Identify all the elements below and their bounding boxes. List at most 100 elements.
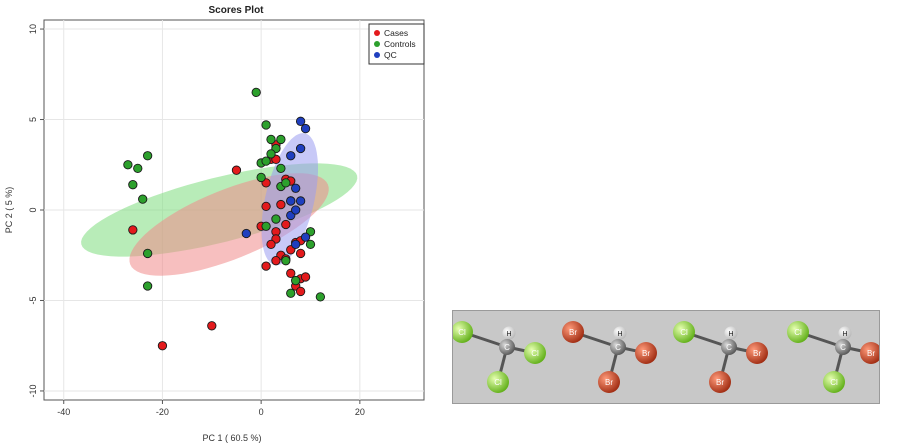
- point-controls: [261, 221, 271, 231]
- x-tick-label: 20: [355, 407, 365, 417]
- atom-c: C: [610, 339, 626, 355]
- atom-label: Br: [569, 328, 577, 337]
- atom-label: Br: [642, 349, 650, 358]
- atom-label: C: [504, 343, 510, 352]
- point-controls: [138, 194, 148, 204]
- atom-br: Br: [746, 342, 768, 364]
- atom-sphere: [709, 371, 731, 393]
- atom-sphere: [823, 371, 845, 393]
- molecule-4: Cl H Br Cl C: [787, 321, 882, 393]
- atom-sphere: [787, 321, 809, 343]
- point-qc: [300, 232, 311, 242]
- legend-label: Cases: [384, 28, 408, 38]
- x-axis-label: PC 1 ( 60.5 %): [202, 433, 261, 443]
- atom-sphere: [499, 339, 515, 355]
- atom-h: H: [502, 326, 516, 340]
- molecule-1: Cl H Cl Cl C: [451, 321, 546, 393]
- point-controls: [276, 134, 286, 145]
- grid: [44, 20, 424, 400]
- point-controls: [271, 214, 281, 224]
- atom-cl: Cl: [487, 371, 509, 393]
- atom-sphere: [524, 342, 546, 364]
- atom-cl: Cl: [451, 321, 473, 343]
- y-tick-label: 5: [28, 117, 38, 122]
- point-qc: [300, 123, 311, 134]
- atom-sphere: [673, 321, 695, 343]
- atom-c: C: [499, 339, 515, 355]
- atom-sphere: [860, 342, 882, 364]
- atom-sphere: [562, 321, 584, 343]
- point-cases: [266, 239, 276, 250]
- point-controls: [261, 120, 271, 130]
- data-points: [123, 87, 326, 351]
- atom-sphere: [724, 326, 738, 340]
- atom-h: H: [838, 326, 852, 340]
- point-cases: [157, 341, 168, 351]
- atom-label: H: [506, 331, 511, 338]
- atom-label: Br: [716, 378, 724, 387]
- point-controls: [266, 134, 276, 145]
- point-qc: [291, 183, 301, 193]
- point-cases: [300, 272, 311, 282]
- atom-sphere: [451, 321, 473, 343]
- atom-label: H: [842, 331, 847, 338]
- point-controls: [123, 160, 133, 170]
- point-controls: [281, 256, 291, 266]
- atom-label: C: [726, 343, 732, 352]
- point-controls: [266, 149, 276, 159]
- point-controls: [256, 172, 266, 183]
- atom-sphere: [635, 342, 657, 364]
- chart-title: Scores Plot: [208, 5, 264, 16]
- point-cases: [295, 286, 306, 297]
- atom-h: H: [613, 326, 627, 340]
- point-qc: [295, 196, 306, 206]
- point-qc: [241, 228, 251, 239]
- atom-sphere: [487, 371, 509, 393]
- atom-label: Cl: [830, 378, 838, 387]
- point-qc: [291, 205, 301, 215]
- point-cases: [281, 219, 291, 230]
- x-tick-label: -40: [57, 407, 70, 417]
- atom-sphere: [838, 326, 852, 340]
- legend-marker: [374, 41, 380, 47]
- point-controls: [276, 163, 286, 174]
- atom-label: Br: [867, 349, 875, 358]
- atom-br: Br: [860, 342, 882, 364]
- atom-cl: Cl: [787, 321, 809, 343]
- atom-br: Br: [598, 371, 620, 393]
- atom-label: Cl: [680, 328, 688, 337]
- point-controls: [315, 292, 326, 302]
- y-tick-label: 10: [28, 24, 38, 34]
- atom-label: C: [840, 343, 846, 352]
- atom-br: Br: [562, 321, 584, 343]
- atom-label: Cl: [494, 378, 502, 387]
- atom-c: C: [721, 339, 737, 355]
- point-qc: [295, 116, 306, 126]
- atom-label: Cl: [458, 328, 466, 337]
- point-controls: [142, 281, 153, 291]
- atom-cl: Cl: [524, 342, 546, 364]
- atom-sphere: [598, 371, 620, 393]
- point-controls: [286, 288, 296, 298]
- legend-marker: [374, 52, 380, 58]
- y-tick-label: 0: [28, 207, 38, 212]
- point-cases: [286, 268, 296, 278]
- point-cases: [261, 201, 271, 212]
- point-cases: [207, 321, 217, 331]
- y-tick-label: -5: [28, 296, 38, 304]
- y-tick-label: -10: [28, 384, 38, 397]
- point-controls: [142, 248, 153, 259]
- point-qc: [286, 196, 296, 206]
- point-qc: [286, 151, 296, 161]
- point-cases: [276, 199, 286, 210]
- axes: -40 -20 0 20 -10 -5 0 5 10: [28, 24, 365, 417]
- point-controls: [133, 163, 143, 174]
- legend-label: Controls: [384, 39, 416, 49]
- point-controls: [142, 151, 153, 161]
- atom-cl: Cl: [823, 371, 845, 393]
- atom-label: H: [728, 331, 733, 338]
- point-controls: [291, 275, 301, 286]
- molecule-3: Cl H Br Br C: [673, 321, 768, 393]
- x-tick-label: -20: [156, 407, 169, 417]
- atom-sphere: [610, 339, 626, 355]
